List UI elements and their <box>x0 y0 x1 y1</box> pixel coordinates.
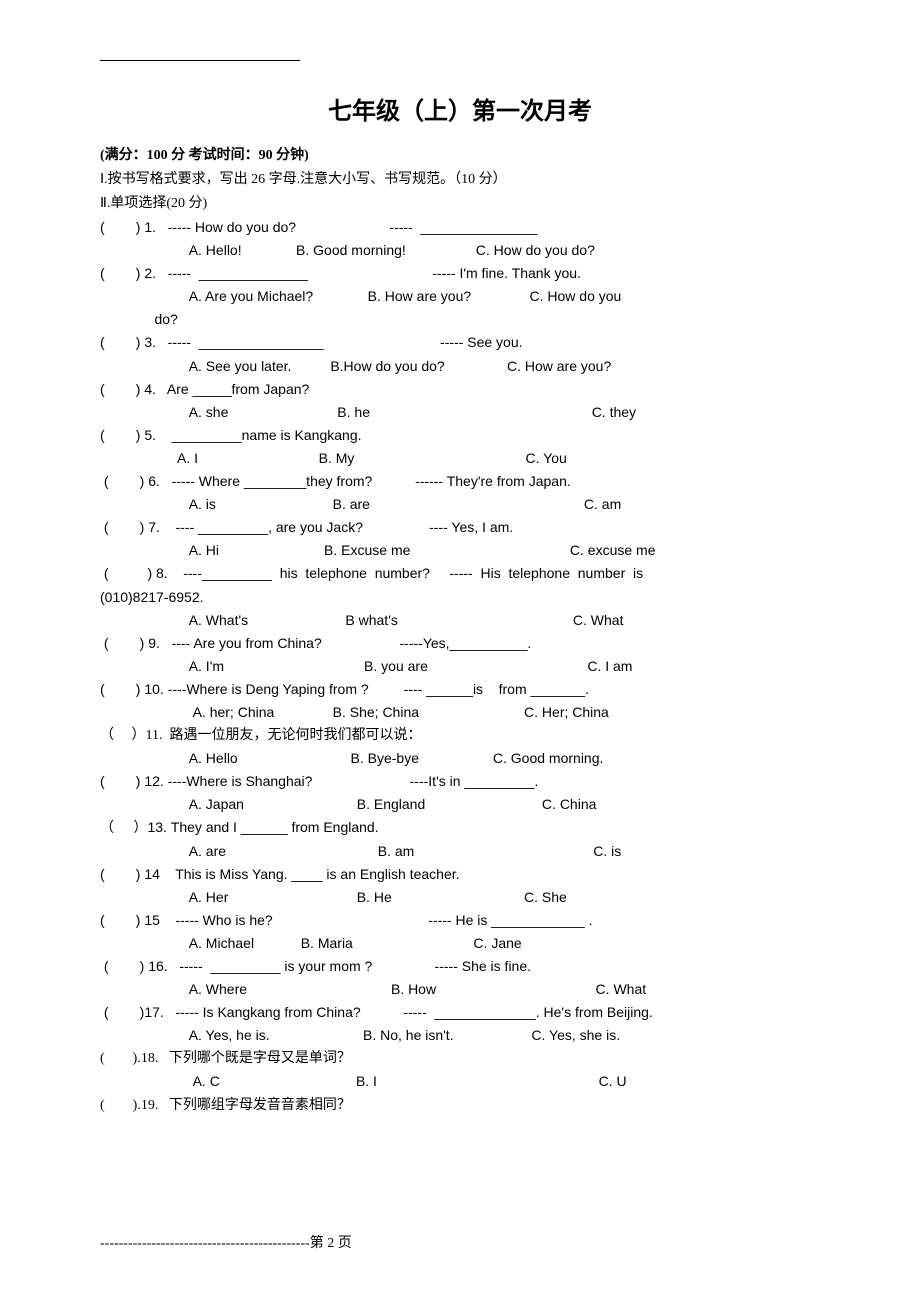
questions-container: ( ) 1. ----- How do you do? ----- ______… <box>100 216 820 1117</box>
question-line: A. Hi B. Excuse me C. excuse me <box>100 539 820 562</box>
question-line: A. Are you Michael? B. How are you? C. H… <box>100 285 820 308</box>
question-line: ( ) 7. ---- _________, are you Jack? ---… <box>100 516 820 539</box>
question-line: ( ) 5. _________name is Kangkang. <box>100 424 820 447</box>
footer-page-number: 第 2 页 <box>310 1236 352 1251</box>
question-line: ( ) 3. ----- ________________ ----- See … <box>100 331 820 354</box>
question-line: A. I B. My C. You <box>100 447 820 470</box>
question-line: ( ) 2. ----- ______________ ----- I'm fi… <box>100 262 820 285</box>
question-line: A. Japan B. England C. China <box>100 793 820 816</box>
question-line: A. she B. he C. they <box>100 401 820 424</box>
question-line: ( ) 8. ----_________ his telephone numbe… <box>100 562 820 585</box>
question-line: ( ).18. 下列哪个既是字母又是单词？ <box>100 1047 820 1070</box>
page-title: 七年级（上）第一次月考 <box>100 91 820 126</box>
question-line: A. See you later. B.How do you do? C. Ho… <box>100 355 820 378</box>
question-line: (010)8217-6952. <box>100 586 820 609</box>
question-line: ( )17. ----- Is Kangkang from China? ---… <box>100 1001 820 1024</box>
question-line: A. Where B. How C. What <box>100 978 820 1001</box>
question-line: A. I'm B. you are C. I am <box>100 655 820 678</box>
question-line: A. Her B. He C. She <box>100 886 820 909</box>
question-line: A. C B. I C. U <box>100 1070 820 1093</box>
question-line: A. is B. are C. am <box>100 493 820 516</box>
question-line: ( ) 4. Are _____from Japan? <box>100 378 820 401</box>
question-line: （ ）13. They and I ______ from England. <box>100 816 820 839</box>
section-1-label: Ⅰ.按书写格式要求，写出 26 字母.注意大小写、书写规范。（10 分） <box>100 168 820 188</box>
question-line: do? <box>100 308 820 331</box>
question-line: ( ) 16. ----- _________ is your mom ? --… <box>100 955 820 978</box>
question-line: ( ) 14 This is Miss Yang. ____ is an Eng… <box>100 863 820 886</box>
question-line: A. What's B what's C. What <box>100 609 820 632</box>
exam-meta: (满分：100 分 考试时间：90 分钟) <box>100 144 820 164</box>
question-line: A. Hello! B. Good morning! C. How do you… <box>100 239 820 262</box>
question-line: ( ) 10. ----Where is Deng Yaping from ? … <box>100 678 820 701</box>
question-line: ( ) 9. ---- Are you from China? -----Yes… <box>100 632 820 655</box>
question-line: A. her; China B. She; China C. Her; Chin… <box>100 701 820 724</box>
page-footer: ----------------------------------------… <box>100 1232 352 1252</box>
header-rule <box>100 60 300 61</box>
question-line: ( ) 1. ----- How do you do? ----- ______… <box>100 216 820 239</box>
question-line: A. Yes, he is. B. No, he isn't. C. Yes, … <box>100 1024 820 1047</box>
question-line: ( ) 15 ----- Who is he? ----- He is ____… <box>100 909 820 932</box>
question-line: （ ）11. 路遇一位朋友，无论何时我们都可以说： <box>100 724 820 747</box>
question-line: ( ).19. 下列哪组字母发音音素相同？ <box>100 1094 820 1117</box>
question-line: ( ) 6. ----- Where ________they from? --… <box>100 470 820 493</box>
question-line: ( ) 12. ----Where is Shanghai? ----It's … <box>100 770 820 793</box>
question-line: A. Hello B. Bye-bye C. Good morning. <box>100 747 820 770</box>
section-2-label: Ⅱ.单项选择(20 分) <box>100 192 820 212</box>
question-line: A. Michael B. Maria C. Jane <box>100 932 820 955</box>
question-line: A. are B. am C. is <box>100 840 820 863</box>
footer-dashes: ----------------------------------------… <box>100 1236 310 1252</box>
